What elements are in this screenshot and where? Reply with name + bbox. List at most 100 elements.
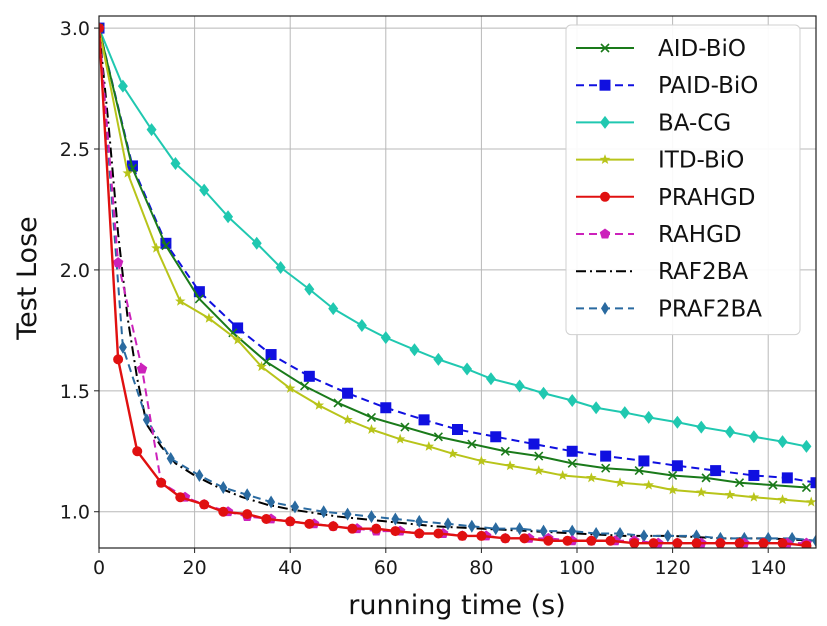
data-point-itd-bio <box>232 334 243 345</box>
legend-swatch-marker <box>601 301 609 315</box>
series-prahgd <box>99 23 812 548</box>
series-ba-cg <box>99 21 812 453</box>
legend-entry-itd-bio: ITD-BiO <box>576 148 744 174</box>
data-point-paid-bio <box>638 455 650 467</box>
legend-label: PRAF2BA <box>658 296 762 322</box>
data-point-paid-bio <box>781 472 793 484</box>
data-point-praf2ba <box>515 522 524 536</box>
data-point-praf2ba <box>243 488 252 502</box>
data-point-paid-bio <box>528 438 540 450</box>
data-point-prahgd <box>715 538 726 548</box>
data-point-praf2ba <box>142 413 151 427</box>
data-point-paid-bio <box>710 465 722 477</box>
data-point-praf2ba <box>367 510 376 524</box>
data-point-paid-bio <box>265 349 277 361</box>
data-point-paid-bio <box>566 445 578 457</box>
data-point-praf2ba <box>219 481 228 495</box>
data-point-itd-bio <box>643 479 654 490</box>
data-point-prahgd <box>586 535 597 546</box>
data-point-itd-bio <box>313 399 325 410</box>
data-point-prahgd <box>801 540 812 548</box>
data-point-prahgd <box>629 538 640 548</box>
data-point-ba-cg <box>251 236 262 250</box>
data-point-aid-bio <box>127 163 138 173</box>
data-point-aid-bio <box>467 439 477 449</box>
data-point-aid-bio <box>701 473 711 483</box>
data-point-paid-bio <box>418 414 430 426</box>
data-point-praf2ba <box>415 514 424 528</box>
data-point-itd-bio <box>696 486 707 497</box>
legend-label: ITD-BiO <box>658 148 744 174</box>
data-point-ba-cg <box>328 302 339 316</box>
data-point-praf2ba <box>639 529 648 543</box>
data-point-ba-cg <box>619 406 630 420</box>
data-point-prahgd <box>218 506 229 517</box>
y-tick-label: 2.5 <box>60 139 90 161</box>
data-point-prahgd <box>543 535 554 546</box>
data-point-paid-bio <box>232 322 244 334</box>
data-point-aid-bio <box>634 466 644 476</box>
data-point-prahgd <box>132 446 143 457</box>
series-line-raf2ba <box>99 27 816 542</box>
data-point-paid-bio <box>600 450 612 462</box>
data-point-praf2ba <box>290 500 299 514</box>
data-point-aid-bio <box>161 241 171 251</box>
legend-swatch-marker <box>600 191 610 202</box>
data-point-ba-cg <box>223 210 234 224</box>
plot-frame <box>98 15 817 549</box>
data-point-prahgd <box>672 538 683 548</box>
data-point-itd-bio <box>256 361 267 372</box>
data-point-ba-cg <box>170 157 181 171</box>
x-tick-label: 60 <box>374 557 398 579</box>
data-point-prahgd <box>476 530 487 541</box>
data-point-ba-cg <box>409 343 420 357</box>
data-point-itd-bio <box>777 494 788 505</box>
data-point-prahgd <box>500 533 511 544</box>
data-point-itd-bio <box>366 424 377 434</box>
data-point-itd-bio <box>447 448 458 459</box>
data-point-praf2ba <box>663 529 672 543</box>
data-point-prahgd <box>605 535 616 546</box>
data-point-praf2ba <box>267 495 276 509</box>
data-point-praf2ba <box>118 340 127 354</box>
data-point-prahgd <box>347 523 358 534</box>
legend-label: AID-BiO <box>658 36 746 62</box>
data-point-prahgd <box>433 528 444 539</box>
data-point-itd-bio <box>423 440 435 451</box>
legend-entry-raf2ba: RAF2BA <box>576 259 748 285</box>
legend-entry-prahgd: PRAHGD <box>576 185 755 211</box>
data-point-itd-bio <box>748 491 760 502</box>
data-point-prahgd <box>519 533 530 544</box>
data-point-prahgd <box>758 538 769 548</box>
data-point-ba-cg <box>380 331 391 345</box>
data-point-aid-bio <box>734 478 745 488</box>
data-point-praf2ba <box>491 522 500 536</box>
data-point-itd-bio <box>175 295 186 306</box>
data-point-itd-bio <box>342 414 353 425</box>
data-point-aid-bio <box>261 357 271 367</box>
x-tick-label: 120 <box>654 557 690 579</box>
data-point-praf2ba <box>391 512 400 526</box>
x-tick-label: 140 <box>750 557 786 579</box>
data-point-praf2ba <box>166 452 175 466</box>
x-tick-label: 100 <box>559 557 595 579</box>
data-point-paid-bio <box>380 402 392 414</box>
data-point-prahgd <box>156 477 167 488</box>
data-point-praf2ba <box>343 507 352 521</box>
x-tick-label: 80 <box>469 557 493 579</box>
data-point-ba-cg <box>801 439 812 453</box>
data-point-prahgd <box>390 526 401 537</box>
data-point-ba-cg <box>485 372 496 386</box>
data-point-ba-cg <box>117 79 128 93</box>
data-point-itd-bio <box>122 167 133 178</box>
legend: AID-BiO PAID-BiO BA-CG ITD-BiO PRAHGD RAHGD RA… <box>565 24 801 336</box>
data-point-itd-bio <box>614 477 626 488</box>
axis-ticks: 0 20 40 60 80 100 120 140 1.0 1.5 2.0 2.5 3.0 <box>60 18 787 579</box>
data-point-itd-bio <box>557 469 568 480</box>
data-point-aid-bio <box>801 482 812 493</box>
data-point-ba-cg <box>433 352 444 366</box>
legend-label: BA-CG <box>658 110 731 136</box>
data-point-prahgd <box>113 354 124 365</box>
data-point-aid-bio <box>299 381 310 391</box>
